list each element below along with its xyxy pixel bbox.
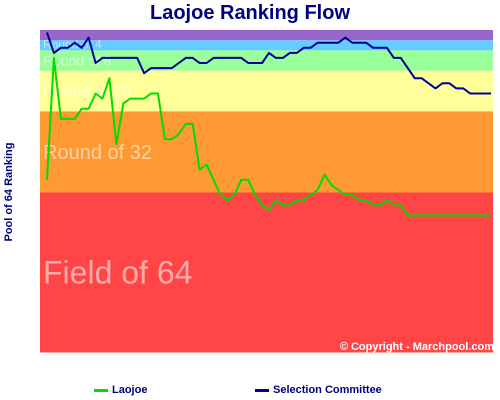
series-line-committee <box>46 32 491 95</box>
band-label-1: Round of 32 <box>43 142 152 164</box>
band-label-0: Field of 64 <box>43 255 192 291</box>
band-1 <box>40 111 493 193</box>
ranking-bands <box>40 30 493 353</box>
legend-label-laojoe: Laojoe <box>112 384 148 396</box>
band-4 <box>40 40 493 51</box>
series-line-laojoe <box>46 56 491 217</box>
series-lines <box>46 32 491 217</box>
legend-item-laojoe: Laojoe <box>94 384 147 396</box>
legend-swatch-committee <box>255 388 269 392</box>
legend-item-committee: Selection Committee <box>255 384 382 396</box>
legend-swatch-laojoe <box>94 388 108 392</box>
band-5 <box>40 30 493 41</box>
band-3 <box>40 50 493 71</box>
band-0 <box>40 192 493 353</box>
band-label-2: Round of 16 <box>43 84 130 101</box>
copyright-text: © Copyright - Marchpool.com <box>340 341 494 353</box>
chart-title: Laojoe Ranking Flow <box>149 2 350 24</box>
legend-label-committee: Selection Committee <box>273 384 382 396</box>
